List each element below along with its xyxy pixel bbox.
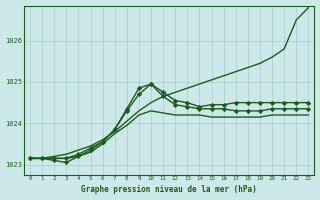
X-axis label: Graphe pression niveau de la mer (hPa): Graphe pression niveau de la mer (hPa) [81,185,257,194]
